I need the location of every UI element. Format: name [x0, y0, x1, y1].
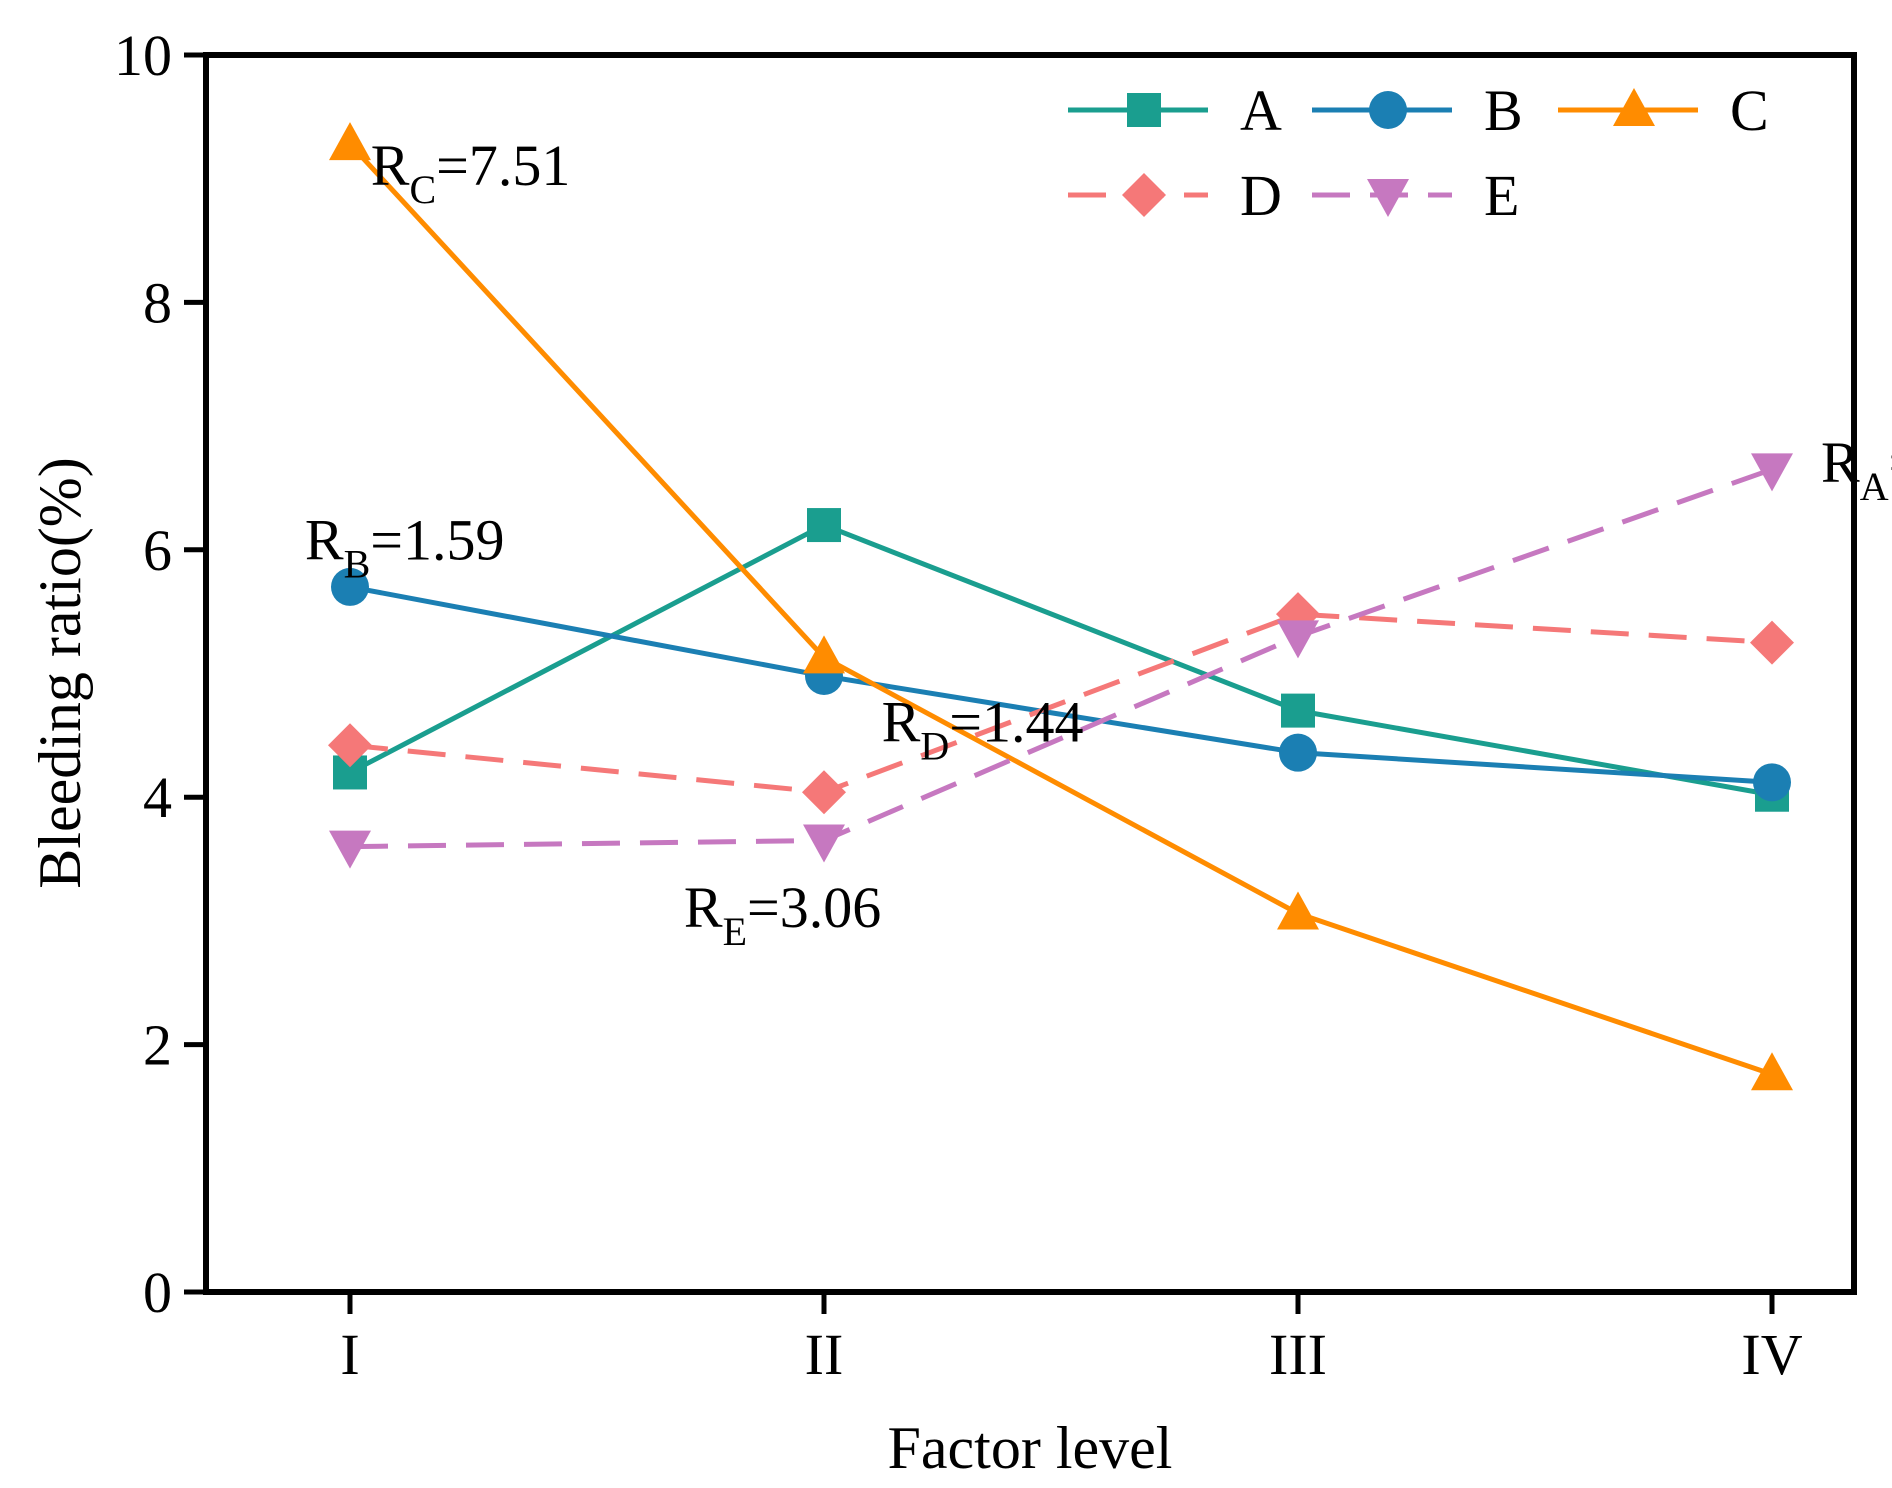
y-tick-label: 4	[143, 765, 172, 830]
legend-marker	[1122, 173, 1166, 217]
data-point-b	[331, 567, 369, 606]
data-point-c	[329, 122, 371, 161]
legend-marker	[1369, 91, 1407, 129]
legend-item-e: E	[1312, 163, 1519, 228]
y-tick-label: 6	[143, 518, 172, 583]
data-point-c	[1277, 891, 1319, 930]
y-tick-label: 8	[143, 270, 172, 335]
series-line-e	[349, 467, 1773, 850]
data-point-d	[802, 770, 846, 815]
annotation-r-b: RB=1.59	[305, 508, 505, 587]
series-e	[329, 453, 1793, 869]
y-tick-label: 2	[143, 1013, 172, 1078]
series-c	[329, 122, 1793, 1091]
annotation-r-d: RD=1.44	[882, 690, 1084, 769]
legend-marker	[1127, 93, 1161, 127]
data-point-d	[1750, 620, 1794, 665]
legend-item-b: B	[1312, 78, 1523, 143]
legend-label: B	[1484, 78, 1523, 143]
legend-label: A	[1240, 78, 1282, 143]
legend-marker	[1367, 179, 1409, 217]
annotation-r-a: RA=2.16	[1821, 430, 1892, 509]
data-point-e	[803, 824, 845, 863]
legend: A B C D E	[1068, 78, 1769, 228]
series-line-a	[348, 522, 1773, 798]
series-d	[328, 592, 1794, 815]
x-axis-title: Factor level	[888, 1415, 1173, 1481]
data-point-a	[1281, 693, 1315, 728]
data-point-d	[328, 723, 372, 768]
x-tick-label: II	[805, 1322, 844, 1387]
annotation-r-e: RE=3.06	[684, 875, 881, 954]
legend-item-d: D	[1068, 163, 1282, 228]
legend-item-c: C	[1558, 78, 1769, 143]
data-point-e	[1751, 453, 1793, 492]
y-tick-label: 10	[114, 23, 172, 88]
y-tick-label: 0	[143, 1260, 172, 1325]
data-point-e	[329, 830, 371, 869]
series-line-c	[348, 142, 1773, 1077]
series-line-d	[349, 611, 1773, 795]
data-point-b	[1279, 733, 1317, 772]
data-point-e	[1277, 620, 1319, 659]
annotation-r-c: RC=7.51	[371, 133, 571, 212]
x-tick-label: III	[1269, 1322, 1327, 1387]
series-line-b	[349, 584, 1773, 785]
legend-item-a: A	[1068, 78, 1282, 143]
y-axis-title: Bleeding ratio(%)	[27, 457, 93, 889]
plot-frame	[203, 52, 1857, 1295]
data-point-c	[803, 635, 845, 674]
legend-marker	[1613, 88, 1655, 126]
data-point-a	[807, 508, 841, 543]
legend-label: E	[1484, 163, 1519, 228]
x-tick-label: IV	[1741, 1322, 1802, 1387]
legend-label: C	[1730, 78, 1769, 143]
legend-label: D	[1240, 163, 1282, 228]
data-point-b	[1753, 763, 1791, 802]
data-point-c	[1751, 1052, 1793, 1091]
x-tick-label: I	[340, 1322, 359, 1387]
